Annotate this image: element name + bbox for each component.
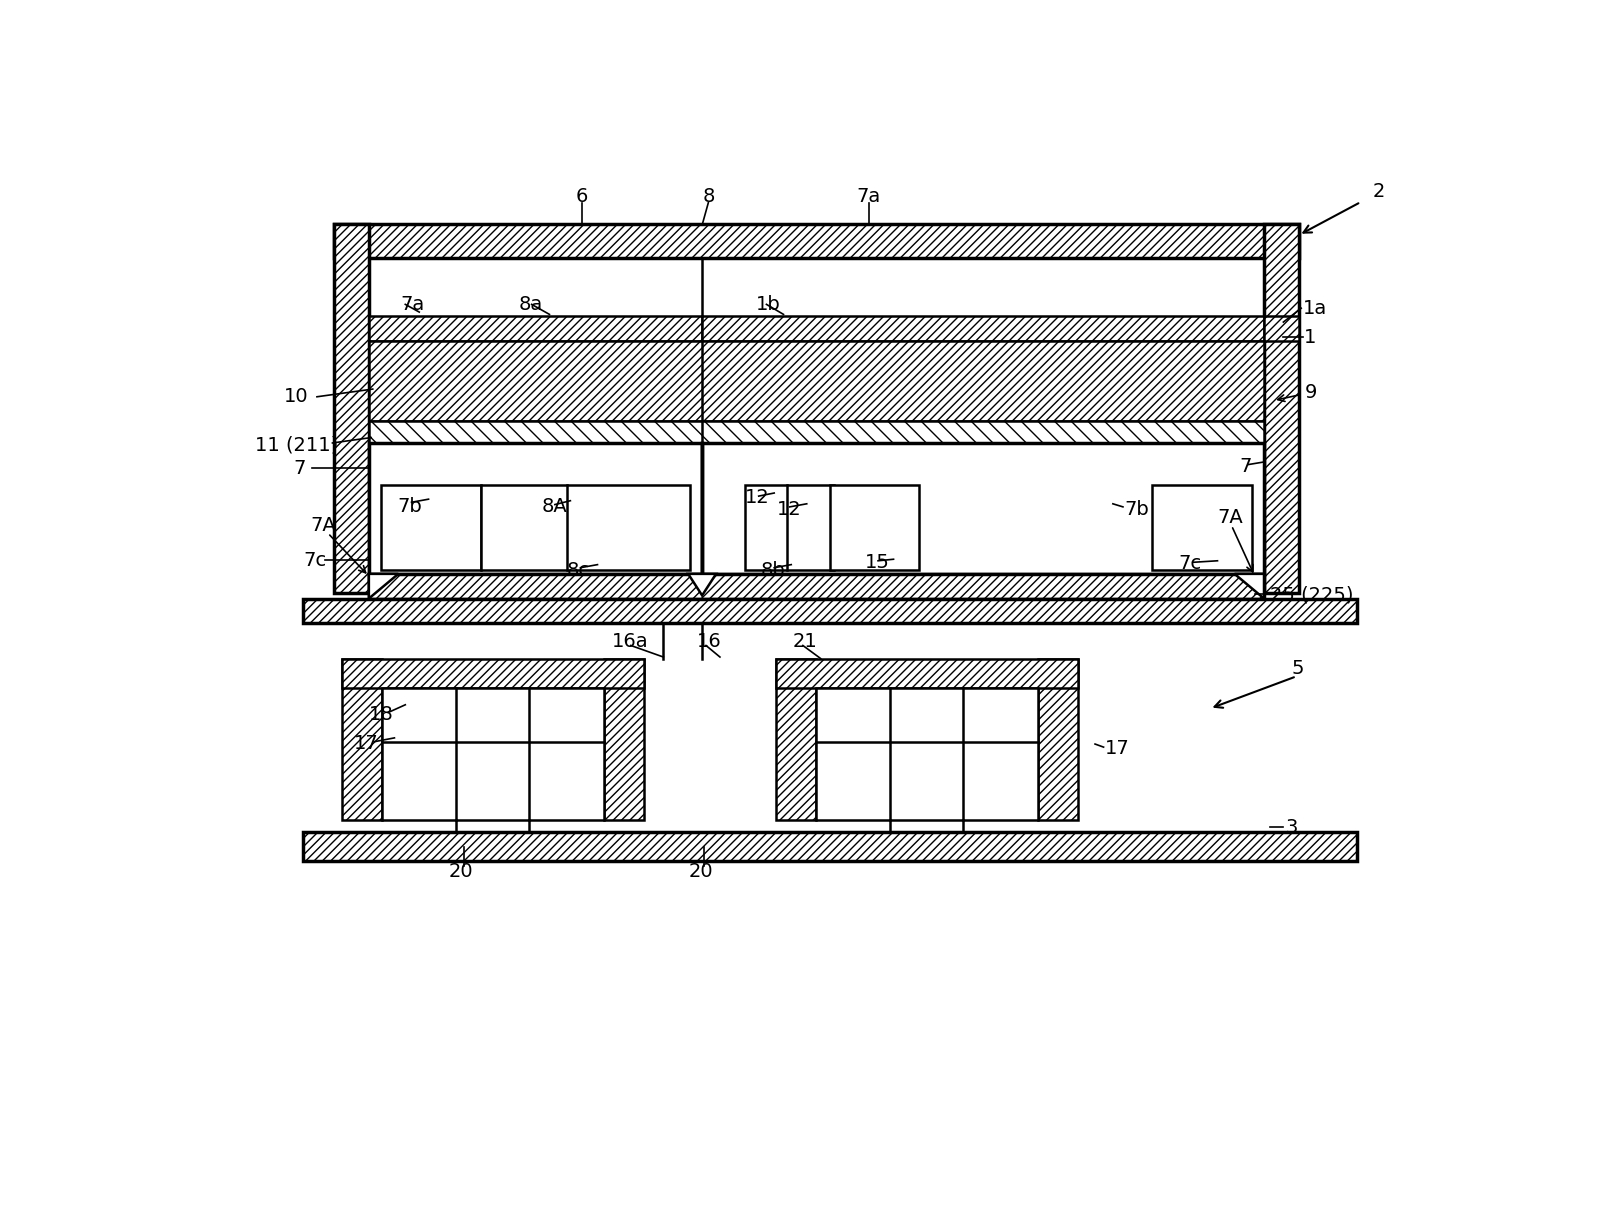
Text: 11 (211): 11 (211)	[256, 436, 338, 454]
Bar	[369, 443, 702, 574]
Bar	[382, 687, 604, 821]
Bar	[369, 421, 1264, 443]
Bar	[1264, 223, 1299, 593]
Text: 25 (225): 25 (225)	[1270, 585, 1354, 604]
Text: 9: 9	[1304, 383, 1317, 403]
Text: 20: 20	[448, 862, 474, 882]
Polygon shape	[369, 574, 398, 598]
Bar	[333, 223, 369, 593]
Text: 16: 16	[697, 632, 722, 651]
Bar	[815, 687, 1037, 821]
Text: 12: 12	[744, 488, 770, 507]
Text: 17: 17	[1105, 739, 1129, 758]
Text: 7b: 7b	[1125, 501, 1149, 519]
Text: 18: 18	[369, 706, 393, 724]
Bar	[775, 658, 1078, 687]
Text: 7c: 7c	[1180, 554, 1202, 574]
Text: 8b: 8b	[760, 560, 785, 580]
Text: 7A: 7A	[1217, 508, 1243, 527]
Polygon shape	[688, 574, 717, 596]
Bar	[303, 598, 1358, 623]
Bar	[333, 223, 1299, 258]
Text: 8A: 8A	[542, 497, 568, 516]
Bar	[702, 316, 1264, 341]
Bar	[481, 485, 691, 570]
Text: 1b: 1b	[756, 294, 781, 314]
Text: 10: 10	[283, 387, 309, 407]
Bar	[303, 832, 1358, 861]
Text: 2: 2	[1372, 182, 1385, 200]
Text: 7a: 7a	[856, 187, 880, 206]
Bar	[341, 658, 644, 687]
Text: 7: 7	[294, 459, 306, 477]
Text: 21: 21	[793, 632, 817, 651]
Text: 8a: 8a	[518, 294, 542, 314]
Text: 7: 7	[1239, 457, 1252, 475]
Text: 12: 12	[777, 501, 803, 519]
Text: 1a: 1a	[1302, 299, 1327, 317]
Text: 6: 6	[576, 187, 589, 206]
Text: 7A: 7A	[311, 515, 337, 535]
Text: 20: 20	[689, 862, 714, 882]
Text: 7c: 7c	[303, 551, 327, 570]
Text: 8c: 8c	[566, 560, 589, 580]
Text: 1: 1	[1304, 328, 1317, 347]
Text: 8: 8	[702, 187, 715, 206]
Text: 16a: 16a	[612, 632, 649, 651]
Bar	[604, 658, 644, 821]
Bar	[1037, 658, 1078, 821]
Bar	[775, 658, 815, 821]
Bar	[369, 574, 1264, 598]
Bar	[1264, 316, 1299, 341]
Text: 7a: 7a	[400, 294, 424, 314]
Bar	[830, 485, 919, 570]
Bar	[341, 658, 382, 821]
Text: 17: 17	[353, 734, 379, 753]
Text: 15: 15	[866, 553, 890, 571]
Polygon shape	[1235, 574, 1264, 598]
Bar	[702, 443, 1264, 574]
Bar	[369, 316, 702, 341]
Bar	[744, 485, 833, 570]
Bar	[380, 485, 481, 570]
Text: 7b: 7b	[398, 497, 422, 516]
Text: 5: 5	[1291, 659, 1304, 678]
Bar	[369, 341, 1264, 421]
Bar	[1152, 485, 1252, 570]
Text: 3: 3	[1286, 818, 1298, 838]
